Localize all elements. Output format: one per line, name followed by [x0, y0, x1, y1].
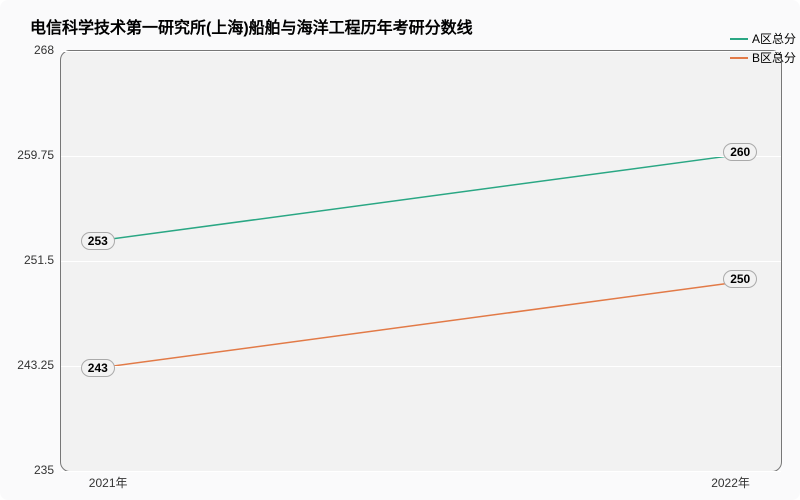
data-label: 243 [81, 359, 115, 377]
x-tick-label: 2021年 [89, 474, 128, 491]
gridline [61, 471, 781, 472]
y-tick-label: 259.75 [17, 148, 54, 162]
y-tick-label: 268 [34, 43, 54, 57]
legend-label: A区总分 [752, 30, 796, 47]
line-chart: 电信科学技术第一研究所(上海)船舶与海洋工程历年考研分数线 A区总分 B区总分 2… [0, 0, 800, 500]
gridline [61, 51, 781, 52]
series-line [90, 153, 752, 242]
series-line [90, 280, 752, 369]
y-tick-label: 243.25 [17, 358, 54, 372]
y-tick-label: 235 [34, 463, 54, 477]
gridline [61, 366, 781, 367]
legend-swatch [730, 38, 748, 40]
data-label: 250 [723, 270, 757, 288]
chart-title: 电信科学技术第一研究所(上海)船舶与海洋工程历年考研分数线 [30, 14, 473, 38]
x-tick-label: 2022年 [711, 474, 750, 491]
plot-area [60, 50, 782, 472]
legend-item: B区总分 [730, 49, 796, 66]
gridline [61, 261, 781, 262]
data-label: 260 [723, 143, 757, 161]
data-label: 253 [81, 232, 115, 250]
gridline [61, 156, 781, 157]
legend-label: B区总分 [752, 49, 796, 66]
legend-item: A区总分 [730, 30, 796, 47]
y-tick-label: 251.5 [24, 253, 54, 267]
legend: A区总分 B区总分 [730, 30, 796, 68]
legend-swatch [730, 57, 748, 59]
